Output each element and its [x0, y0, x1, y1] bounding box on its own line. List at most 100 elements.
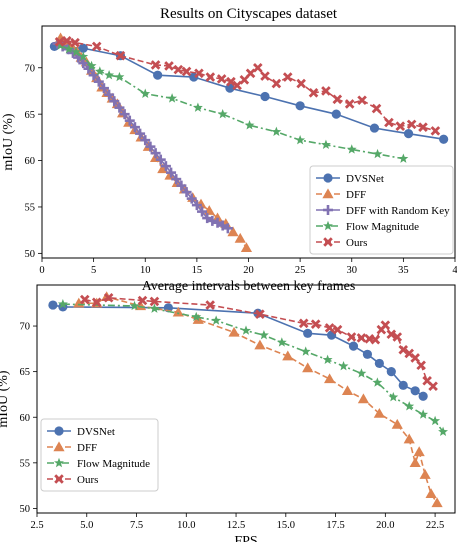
point-flow-magnitude	[320, 139, 331, 149]
legend-label-ours: Ours	[77, 474, 98, 486]
point-flow-magnitude	[217, 108, 228, 119]
point-dff-with-random-key	[150, 148, 161, 159]
legend-marker-ours	[323, 237, 333, 247]
point-dvsnet	[362, 349, 373, 359]
y-axis-title: mIoU (%)	[1, 113, 16, 170]
x-tick-label: 17.5	[326, 520, 344, 531]
point-dvsnet	[403, 129, 414, 139]
x-tick-label: 15	[192, 265, 203, 276]
series-line-dvsnet	[54, 45, 444, 141]
y-tick-label: 60	[25, 156, 36, 167]
point-flow-magnitude	[149, 303, 160, 313]
point-dff	[254, 339, 266, 350]
x-tick-label: 2.5	[30, 520, 43, 531]
series-dvsnet	[48, 300, 428, 401]
y-tick-label: 70	[20, 322, 31, 333]
point-dff	[302, 362, 314, 373]
point-dff-with-random-key	[191, 200, 202, 211]
x-tick-label: 10	[140, 265, 151, 276]
legend-box	[309, 165, 454, 255]
point-ours	[91, 297, 102, 308]
point-flow-magnitude	[404, 401, 415, 411]
point-ours	[271, 78, 282, 89]
point-ours	[194, 68, 204, 79]
point-ours	[173, 64, 184, 75]
point-dvsnet	[260, 91, 270, 102]
point-dff	[341, 385, 354, 395]
point-ours	[298, 318, 309, 329]
x-axis-title: FPS	[234, 534, 257, 542]
point-ours	[103, 292, 114, 303]
legend: DVSNet DFF Flow Magnitude Ours	[40, 418, 159, 492]
x-tick-label: 20	[243, 265, 254, 276]
point-flow-magnitude	[300, 346, 311, 356]
point-ours	[245, 68, 256, 79]
point-dff-with-random-key	[145, 141, 156, 152]
point-ours	[321, 86, 331, 96]
point-flow-magnitude	[57, 298, 68, 309]
x-tick-label: 10.0	[177, 520, 195, 531]
chart-title: Results on Cityscapes dataset	[160, 6, 338, 22]
series-dff-with-random-key	[52, 38, 233, 234]
legend-marker-flow-magnitude	[54, 457, 64, 468]
legend-label-flow-magnitude: Flow Magnitude	[346, 221, 419, 233]
point-dff	[234, 232, 246, 243]
series-flow-magnitude	[57, 298, 448, 437]
point-dff-with-random-key	[202, 213, 213, 224]
x-tick-label: 30	[347, 265, 358, 276]
series-line-ours	[59, 40, 436, 132]
point-dff	[431, 497, 443, 508]
point-dff-with-random-key	[176, 180, 187, 191]
point-flow-magnitude	[271, 126, 282, 136]
point-dff-with-random-key	[186, 193, 197, 204]
point-dff	[240, 242, 253, 252]
y-tick-label: 55	[20, 458, 31, 469]
point-flow-magnitude	[211, 315, 222, 325]
point-flow-magnitude	[78, 51, 89, 61]
x-tick-label: 5.0	[80, 520, 93, 531]
point-flow-magnitude	[241, 325, 251, 335]
point-ours	[392, 332, 403, 342]
point-ours	[428, 381, 438, 392]
point-ours	[356, 333, 367, 343]
point-dff-with-random-key	[119, 109, 130, 120]
point-ours	[418, 122, 428, 132]
legend-label-flow-magnitude: Flow Magnitude	[77, 458, 150, 470]
point-dff	[391, 418, 403, 429]
legend-label-ours: Ours	[346, 237, 367, 249]
plot-area-frame	[36, 284, 456, 514]
point-dff-with-random-key	[98, 83, 109, 94]
point-ours	[205, 300, 215, 310]
point-ours	[332, 324, 343, 335]
point-dvsnet	[295, 101, 305, 111]
point-ours	[54, 36, 65, 47]
point-ours	[255, 309, 265, 319]
point-ours	[61, 36, 72, 46]
point-ours	[357, 95, 367, 106]
point-dvsnet	[78, 43, 88, 53]
legend-label-dvsnet: DVSNet	[346, 173, 384, 185]
point-dff-with-random-key	[155, 154, 166, 165]
point-flow-magnitude	[63, 44, 74, 54]
point-ours	[416, 360, 426, 371]
point-ours	[430, 126, 441, 136]
point-dff	[282, 350, 294, 361]
point-ours	[226, 76, 236, 87]
point-dff	[413, 446, 425, 457]
point-flow-magnitude	[71, 46, 82, 57]
point-dff-with-random-key	[171, 174, 182, 185]
x-tick-label: 5	[91, 265, 96, 276]
series-ours	[79, 292, 438, 392]
point-dvsnet	[303, 328, 313, 338]
point-dvsnet	[374, 358, 384, 369]
x-tick-label: 4	[452, 265, 457, 276]
point-ours	[410, 353, 420, 363]
y-tick-label: 65	[20, 367, 31, 378]
point-dvsnet	[369, 123, 380, 133]
point-ours	[253, 62, 263, 73]
legend: DVSNet DFF DFF with Random Key Flow Magnitu…	[309, 165, 454, 255]
point-dff	[172, 306, 184, 317]
point-ours	[395, 121, 406, 132]
point-dff	[425, 488, 437, 499]
